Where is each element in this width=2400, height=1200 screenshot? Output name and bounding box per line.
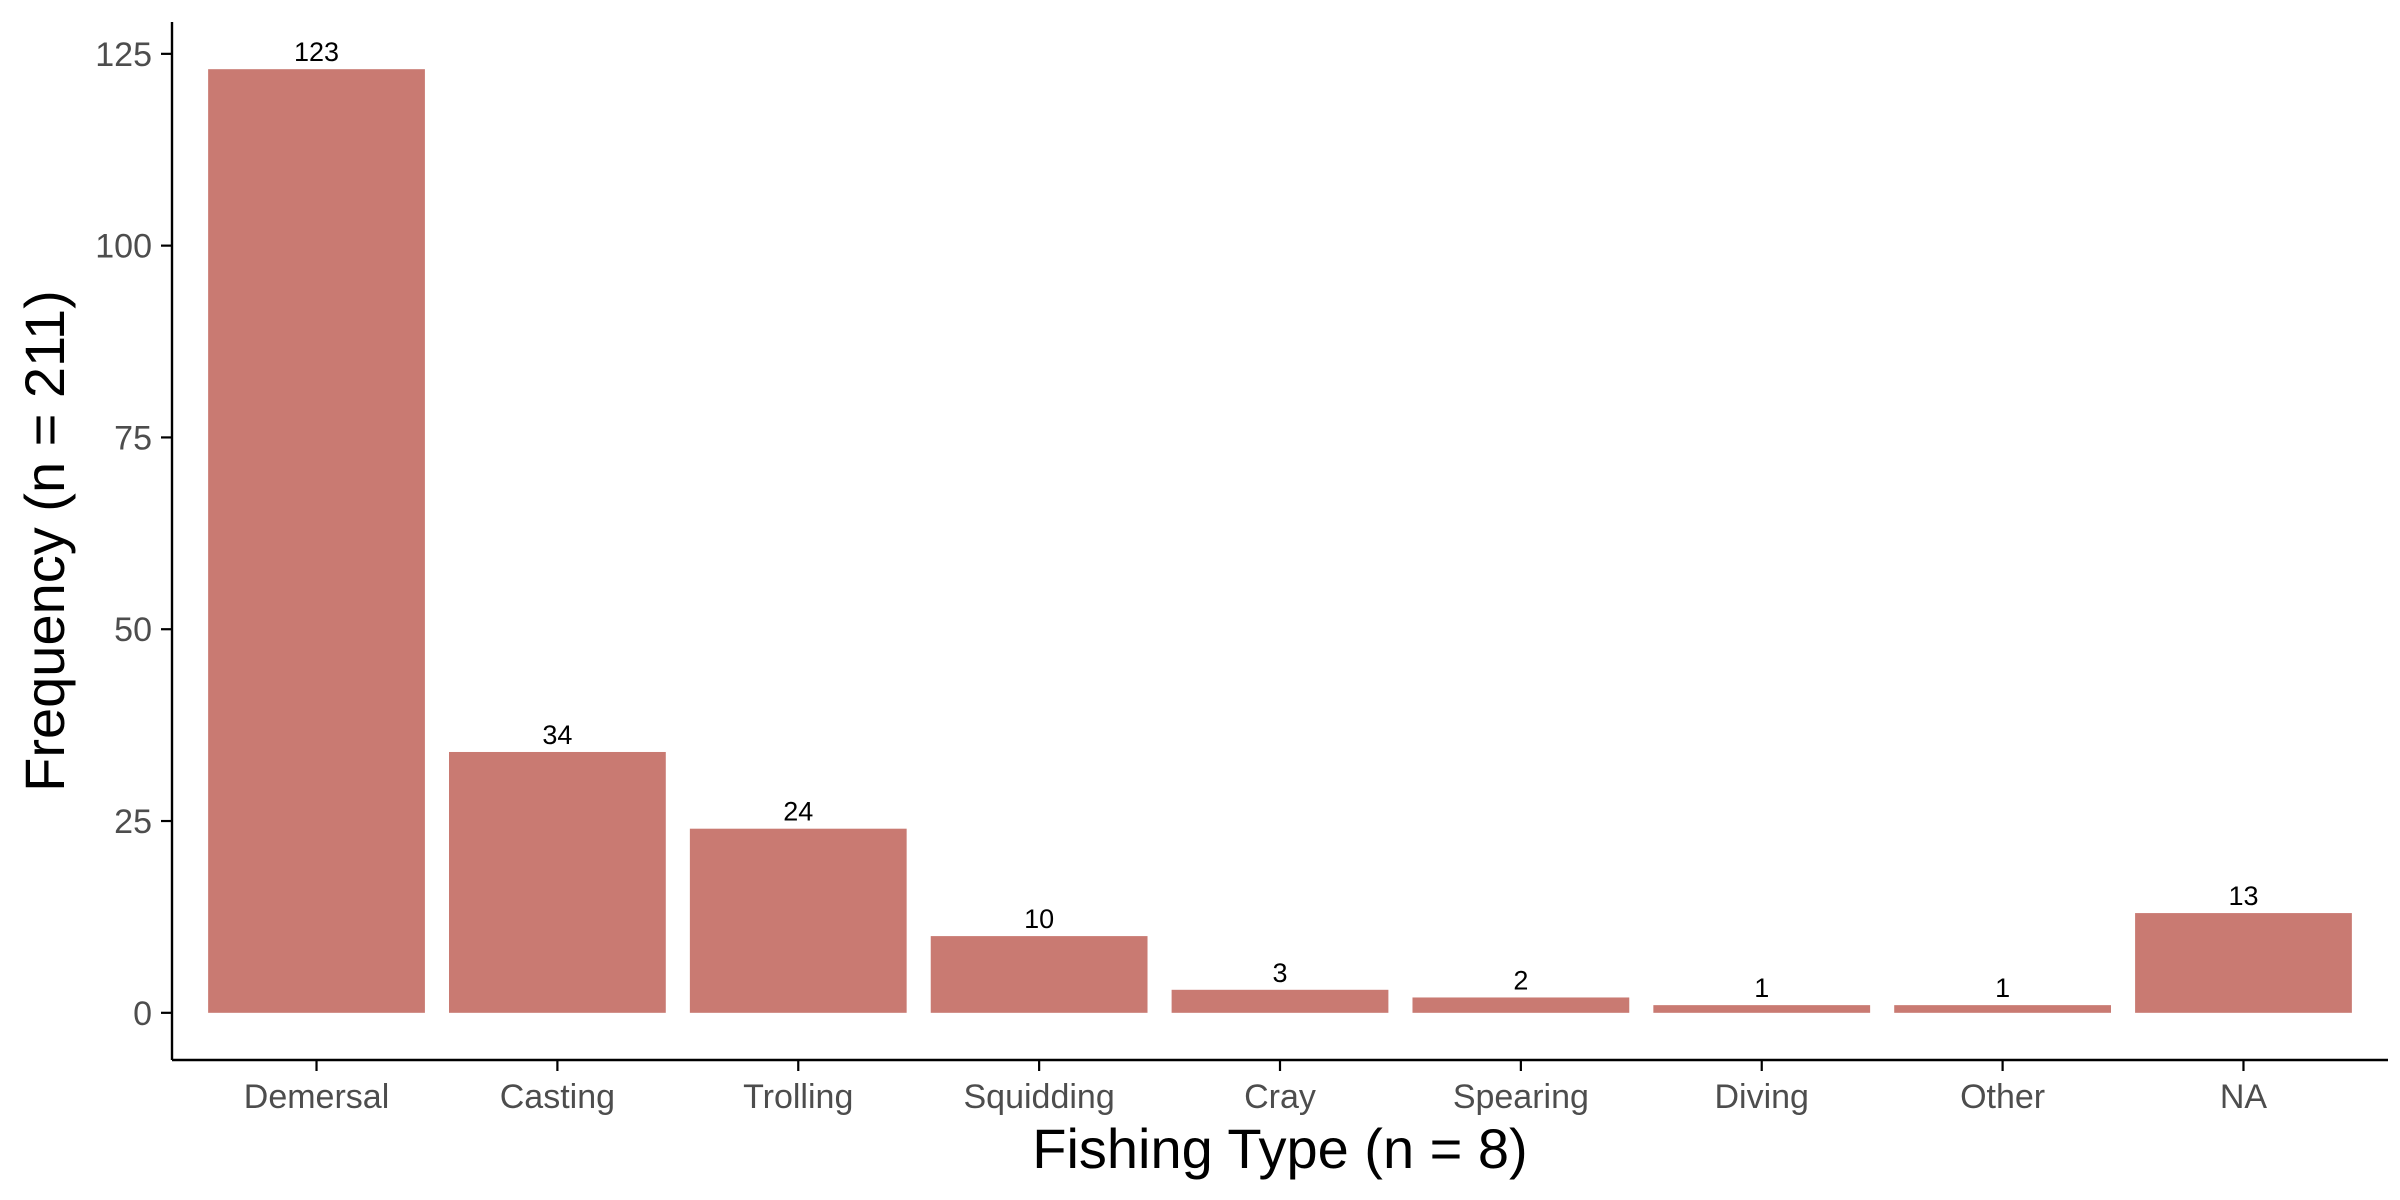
bar-squidding <box>930 936 1148 1013</box>
x-ticks-group: Demersal Casting Trolling Squidding Cray Spea… <box>244 1060 2268 1116</box>
data-label-other: 1 <box>1995 973 2010 1003</box>
data-label-trolling: 24 <box>783 797 813 827</box>
x-axis-title: Fishing Type (n = 8) <box>1032 1117 1527 1180</box>
bar-na <box>2135 913 2352 1013</box>
x-tick-label: Squidding <box>964 1078 1115 1116</box>
bar-other <box>1894 1005 2111 1013</box>
y-tick-label: 125 <box>95 36 152 74</box>
bar-demersal <box>208 69 425 1013</box>
data-label-diving: 1 <box>1754 973 1769 1003</box>
y-axis-title: Frequency (n = 211) <box>13 290 76 792</box>
x-tick-label: Cray <box>1244 1078 1316 1116</box>
data-label-na: 13 <box>2228 881 2258 911</box>
data-label-squidding: 10 <box>1024 904 1054 934</box>
x-tick-label: Casting <box>500 1078 615 1116</box>
y-tick-label: 25 <box>114 803 152 841</box>
x-tick-label: Diving <box>1714 1078 1808 1116</box>
data-labels-group: 123 34 24 10 3 2 1 1 13 <box>294 37 2259 1003</box>
y-tick-label: 50 <box>114 611 152 649</box>
x-tick-label: NA <box>2220 1078 2268 1116</box>
x-tick-label: Spearing <box>1453 1078 1589 1116</box>
data-label-spearing: 2 <box>1513 965 1528 995</box>
bars-group <box>208 69 2352 1013</box>
bar-casting <box>449 751 666 1013</box>
y-tick-label: 100 <box>95 228 152 266</box>
bar-trolling <box>689 828 907 1013</box>
x-tick-label: Trolling <box>743 1078 853 1116</box>
y-tick-label: 0 <box>133 995 152 1033</box>
x-tick-label: Demersal <box>244 1078 389 1116</box>
y-tick-label: 75 <box>114 419 152 457</box>
bar-spearing <box>1412 997 1630 1013</box>
bar-cray <box>1171 989 1389 1013</box>
data-label-cray: 3 <box>1272 958 1287 988</box>
y-ticks-group: 0 25 50 75 100 125 <box>95 36 172 1033</box>
x-tick-label: Other <box>1960 1078 2045 1116</box>
bar-diving <box>1653 1005 1871 1013</box>
data-label-demersal: 123 <box>294 37 339 67</box>
data-label-casting: 34 <box>542 720 572 750</box>
